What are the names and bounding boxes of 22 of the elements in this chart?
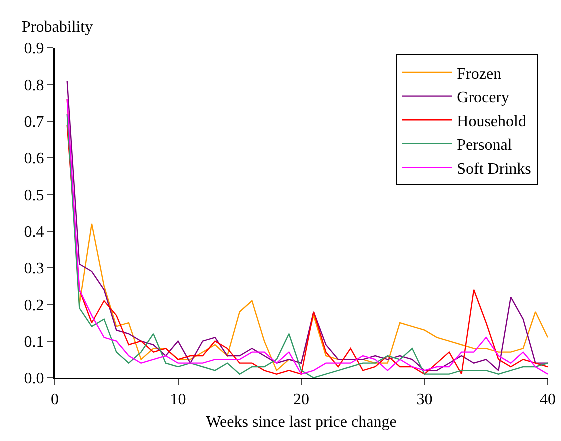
x-tick-label: 40 [540,392,556,409]
y-tick-label: 0.7 [24,114,44,131]
x-tick-label: 10 [170,392,186,409]
x-tick-label: 30 [416,392,433,409]
y-tick-label: 0.2 [24,297,44,314]
y-tick-label: 0.4 [24,224,44,241]
y-tick-label: 0.8 [24,77,44,94]
legend-label: Grocery [457,90,510,107]
legend-label: Soft Drinks [457,160,532,178]
y-tick-label: 0.5 [24,187,44,204]
y-tick-label: 0.9 [24,40,44,58]
x-tick-label: 20 [294,392,310,409]
legend-label: Frozen [457,66,502,83]
x-axis-title: Weeks since last price change [206,414,397,432]
x-tick-label: 0 [51,392,59,409]
y-axis-title: Probability [22,19,94,36]
legend-label: Household [457,113,526,130]
y-tick-label: 0.0 [24,370,44,388]
y-tick-label: 0.3 [24,260,44,278]
legend-label: Personal [457,137,513,154]
y-tick-label: 0.1 [24,334,44,351]
y-tick-label: 0.6 [24,150,44,168]
